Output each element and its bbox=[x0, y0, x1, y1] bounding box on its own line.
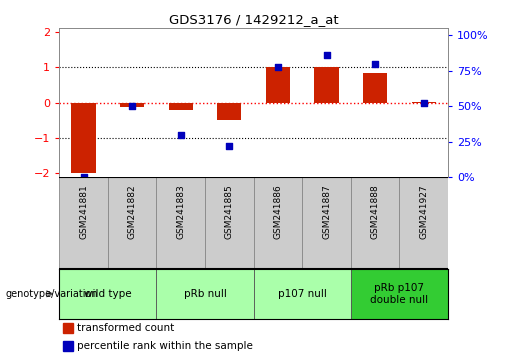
Text: GSM241886: GSM241886 bbox=[273, 184, 282, 239]
Bar bbox=[363, 73, 387, 103]
Bar bbox=[253, 177, 302, 269]
Text: pRb null: pRb null bbox=[183, 289, 227, 299]
Text: GSM241885: GSM241885 bbox=[225, 184, 234, 239]
Text: percentile rank within the sample: percentile rank within the sample bbox=[77, 341, 252, 351]
Bar bbox=[351, 269, 448, 319]
Text: transformed count: transformed count bbox=[77, 323, 174, 333]
Text: GSM241882: GSM241882 bbox=[128, 184, 136, 239]
Bar bbox=[72, 103, 96, 173]
Bar bbox=[217, 103, 242, 120]
Bar bbox=[157, 177, 205, 269]
Bar bbox=[59, 269, 157, 319]
Bar bbox=[400, 177, 448, 269]
Title: GDS3176 / 1429212_a_at: GDS3176 / 1429212_a_at bbox=[169, 13, 338, 26]
Point bbox=[79, 174, 88, 180]
Text: genotype/variation: genotype/variation bbox=[5, 289, 98, 299]
Text: pRb p107
double null: pRb p107 double null bbox=[370, 283, 428, 305]
Point bbox=[371, 61, 379, 67]
Point bbox=[420, 101, 428, 106]
Bar bbox=[351, 177, 400, 269]
Bar bbox=[108, 177, 157, 269]
Point bbox=[274, 64, 282, 69]
Bar bbox=[302, 177, 351, 269]
Text: wild type: wild type bbox=[84, 289, 132, 299]
Text: GSM241883: GSM241883 bbox=[176, 184, 185, 239]
Bar bbox=[157, 269, 253, 319]
Bar bbox=[266, 67, 290, 103]
Text: GSM241881: GSM241881 bbox=[79, 184, 88, 239]
Bar bbox=[59, 177, 108, 269]
Point bbox=[128, 103, 136, 109]
Bar bbox=[314, 67, 339, 103]
Bar bbox=[168, 103, 193, 110]
Text: GSM241887: GSM241887 bbox=[322, 184, 331, 239]
Point bbox=[225, 143, 233, 149]
Bar bbox=[120, 103, 144, 107]
Text: GSM241927: GSM241927 bbox=[419, 184, 428, 239]
Bar bbox=[63, 323, 73, 333]
Bar bbox=[411, 102, 436, 103]
Text: GSM241888: GSM241888 bbox=[371, 184, 380, 239]
Bar bbox=[63, 341, 73, 351]
Text: p107 null: p107 null bbox=[278, 289, 327, 299]
Bar bbox=[205, 177, 253, 269]
Bar bbox=[253, 269, 351, 319]
Point bbox=[322, 52, 331, 58]
Point bbox=[177, 132, 185, 137]
